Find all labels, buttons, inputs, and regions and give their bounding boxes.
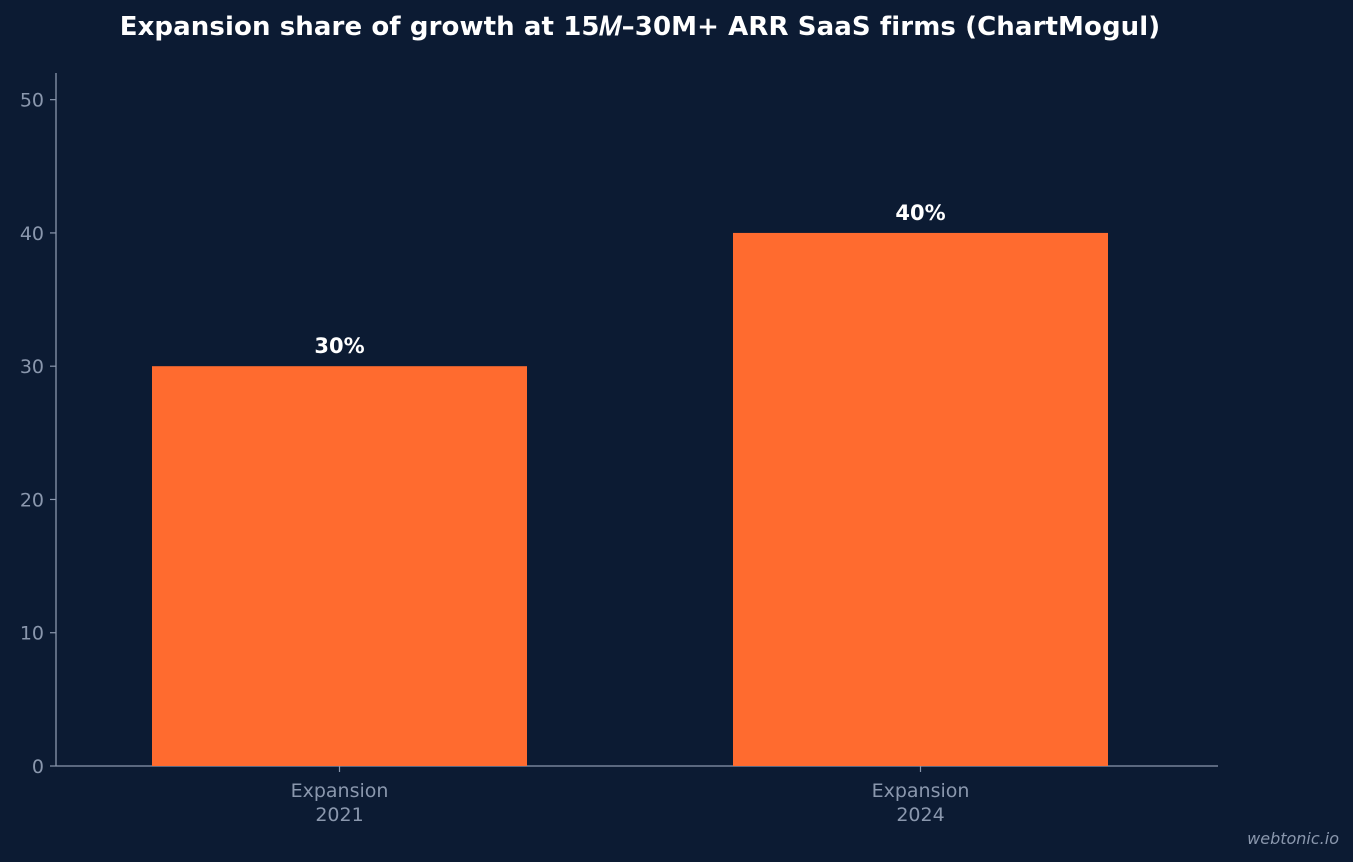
x-tick-label: 2024 xyxy=(896,804,944,826)
y-tick-label: 40 xyxy=(20,223,44,245)
bar xyxy=(152,366,527,766)
data-labels: 30% 40% xyxy=(314,201,945,358)
y-tick-label: 50 xyxy=(20,90,44,112)
y-axis: 0 10 20 30 40 50 xyxy=(20,73,57,778)
x-tick-label: Expansion xyxy=(291,780,389,802)
y-tick-label: 0 xyxy=(32,756,44,778)
watermark: webtonic.io xyxy=(1247,829,1339,848)
bars xyxy=(152,232,1108,766)
bar-data-label: 30% xyxy=(314,334,364,358)
bar xyxy=(733,232,1108,766)
y-tick-label: 10 xyxy=(20,623,44,645)
y-tick-label: 20 xyxy=(20,489,44,511)
x-tick-label: Expansion xyxy=(872,780,970,802)
bar-data-label: 40% xyxy=(895,201,945,225)
x-tick-label: 2021 xyxy=(315,804,363,826)
chart-title: Expansion share of growth at 15𝑀–30M+ AR… xyxy=(119,12,1161,42)
y-tick-label: 30 xyxy=(20,356,44,378)
